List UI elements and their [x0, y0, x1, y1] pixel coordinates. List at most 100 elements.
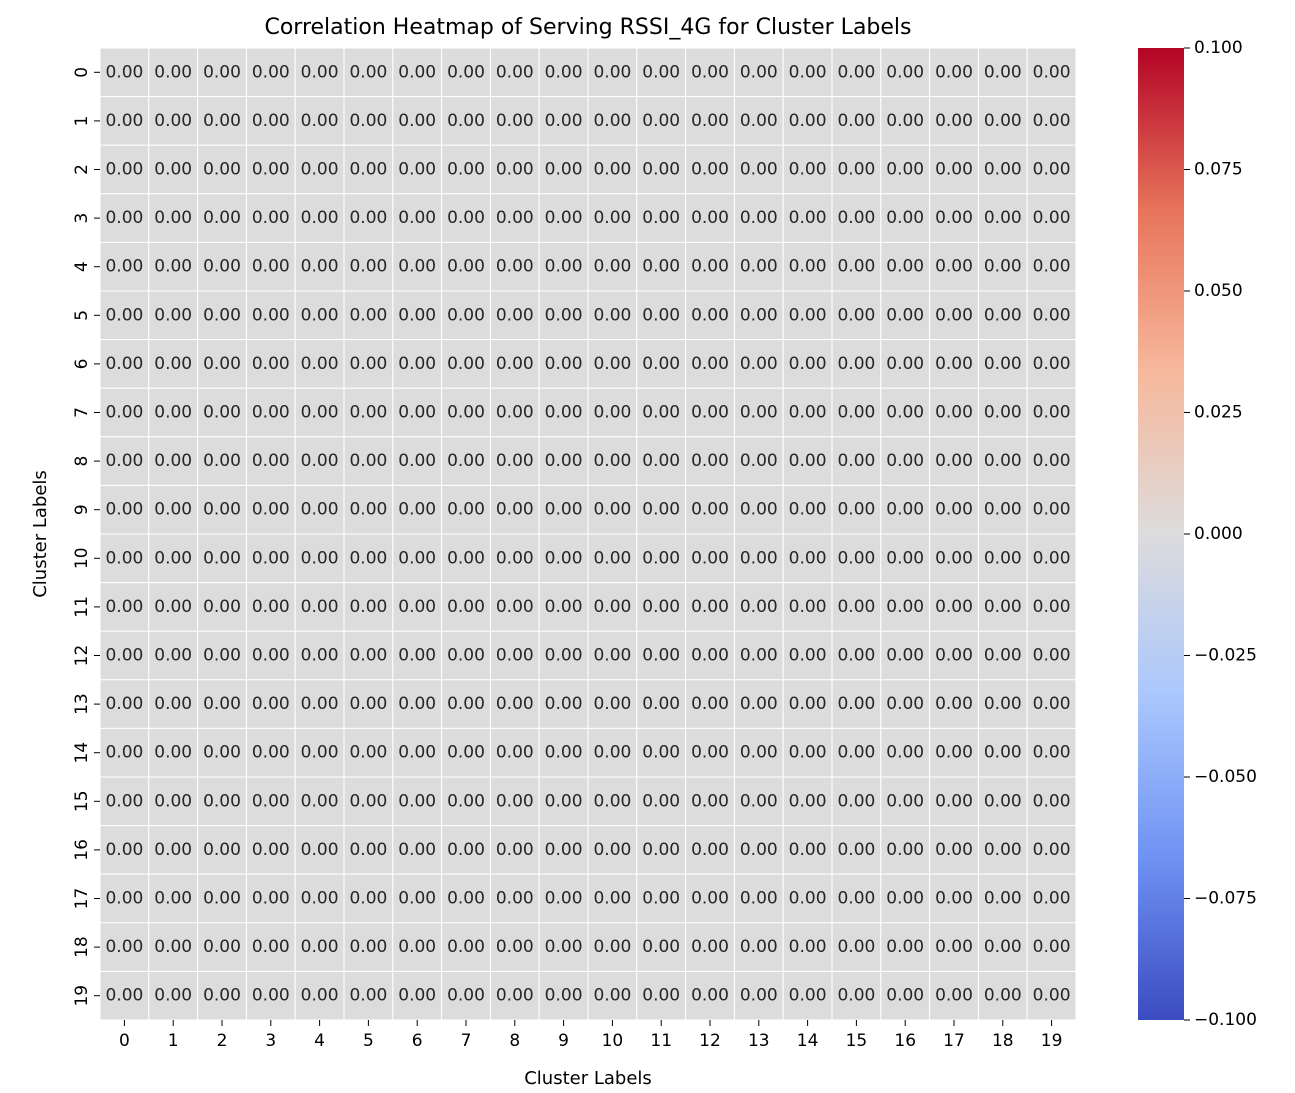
- heatmap-cell-17-13: [733, 873, 784, 924]
- cell-label-10-15: 0.00: [837, 548, 875, 568]
- cell-label-10-2: 0.00: [203, 548, 241, 568]
- cell-label-8-18: 0.00: [984, 451, 1022, 471]
- cell-label-12-0: 0.00: [105, 646, 143, 666]
- cell-label-13-0: 0.00: [105, 694, 143, 714]
- cell-label-6-13: 0.00: [740, 354, 778, 374]
- heatmap-cell-11-14: [782, 582, 833, 632]
- cell-label-0-6: 0.00: [398, 62, 436, 82]
- heatmap-cell-18-14: [782, 922, 833, 972]
- heatmap-cell-6-18: [977, 339, 1028, 389]
- cell-label-15-6: 0.00: [398, 791, 436, 811]
- cell-label-15-0: 0.00: [105, 791, 143, 811]
- colorbar: [1138, 48, 1184, 1020]
- heatmap-cell-19-13: [733, 970, 784, 1021]
- heatmap-cell-5-18: [977, 290, 1028, 341]
- cell-label-17-8: 0.00: [496, 889, 534, 909]
- heatmap-cell-9-13: [733, 484, 784, 535]
- cell-label-12-8: 0.00: [496, 646, 534, 666]
- heatmap-cell-16-5: [343, 825, 394, 875]
- cell-label-0-8: 0.00: [496, 62, 534, 82]
- cell-label-8-5: 0.00: [349, 451, 387, 471]
- colorbar-tick-label-8: −0.100: [1194, 1010, 1257, 1030]
- heatmap-cell-10-18: [977, 533, 1028, 584]
- heatmap-cell-4-7: [441, 241, 491, 292]
- cell-label-13-14: 0.00: [789, 694, 827, 714]
- cell-label-8-10: 0.00: [593, 451, 631, 471]
- heatmap-cell-19-11: [636, 970, 687, 1021]
- heatmap-cell-5-6: [392, 290, 443, 341]
- cell-label-4-6: 0.00: [398, 257, 436, 277]
- heatmap-cell-18-2: [197, 922, 247, 972]
- heatmap-cell-3-6: [392, 193, 443, 243]
- cell-label-7-14: 0.00: [789, 403, 827, 423]
- y-tick-label-7: 7: [72, 407, 92, 418]
- cell-label-11-10: 0.00: [593, 597, 631, 617]
- cell-label-9-3: 0.00: [252, 500, 290, 520]
- heatmap-cell-15-11: [636, 776, 687, 827]
- heatmap-cell-7-4: [294, 387, 345, 438]
- heatmap-cell-10-6: [392, 533, 443, 584]
- heatmap-cell-17-10: [587, 873, 638, 924]
- cell-label-1-14: 0.00: [789, 111, 827, 131]
- heatmap-cell-15-7: [441, 776, 491, 827]
- cell-label-8-2: 0.00: [203, 451, 241, 471]
- cell-label-14-2: 0.00: [203, 743, 241, 763]
- heatmap-cell-12-9: [538, 630, 589, 681]
- cell-label-11-4: 0.00: [301, 597, 339, 617]
- cell-label-1-10: 0.00: [593, 111, 631, 131]
- y-tick-label-6: 6: [72, 358, 92, 369]
- heatmap-cell-16-19: [1026, 825, 1077, 875]
- heatmap-cell-6-0: [99, 339, 150, 389]
- cell-label-9-1: 0.00: [154, 500, 192, 520]
- heatmap-cell-9-10: [587, 484, 638, 535]
- cell-label-19-1: 0.00: [154, 986, 192, 1006]
- cell-label-7-8: 0.00: [496, 403, 534, 423]
- cell-label-4-1: 0.00: [154, 257, 192, 277]
- colorbar-ticks: 0.100 0.075 0.050 0.025 0.000 −0.025 −0.050 −0.…: [1184, 38, 1257, 1030]
- cell-label-18-4: 0.00: [301, 937, 339, 957]
- cell-label-5-11: 0.00: [642, 305, 680, 325]
- heatmap-cell-10-1: [148, 533, 199, 584]
- cell-label-15-8: 0.00: [496, 791, 534, 811]
- heatmap-cell-6-8: [489, 339, 540, 389]
- cell-label-4-17: 0.00: [935, 257, 973, 277]
- cell-label-4-5: 0.00: [349, 257, 387, 277]
- cell-label-3-10: 0.00: [593, 208, 631, 228]
- cell-label-6-14: 0.00: [789, 354, 827, 374]
- cell-label-2-2: 0.00: [203, 160, 241, 180]
- cell-label-16-3: 0.00: [252, 840, 290, 860]
- cell-label-3-15: 0.00: [837, 208, 875, 228]
- heatmap-cell-5-2: [197, 290, 247, 341]
- cell-label-18-18: 0.00: [984, 937, 1022, 957]
- heatmap-cell-3-9: [538, 193, 589, 243]
- heatmap-cell-9-8: [489, 484, 540, 535]
- heatmap-cell-19-18: [977, 970, 1028, 1021]
- cell-label-17-14: 0.00: [789, 889, 827, 909]
- y-tick-label-0: 0: [72, 67, 92, 78]
- heatmap-cell-11-4: [294, 582, 345, 632]
- cell-label-17-6: 0.00: [398, 889, 436, 909]
- cell-label-19-7: 0.00: [447, 986, 485, 1006]
- cell-label-7-11: 0.00: [642, 403, 680, 423]
- heatmap-cell-6-14: [782, 339, 833, 389]
- cell-label-12-12: 0.00: [691, 646, 729, 666]
- cell-label-6-9: 0.00: [545, 354, 583, 374]
- heatmap-cell-12-8: [489, 630, 540, 681]
- cell-label-13-15: 0.00: [837, 694, 875, 714]
- heatmap-cell-13-3: [245, 679, 296, 729]
- y-tick-label-4: 4: [72, 261, 92, 272]
- cell-label-15-4: 0.00: [301, 791, 339, 811]
- cell-label-18-17: 0.00: [935, 937, 973, 957]
- heatmap-cell-11-15: [831, 582, 882, 632]
- cell-label-11-19: 0.00: [1033, 597, 1071, 617]
- cell-label-14-4: 0.00: [301, 743, 339, 763]
- cell-label-1-8: 0.00: [496, 111, 534, 131]
- heatmap-cell-4-6: [392, 241, 443, 292]
- heatmap-cell-0-13: [733, 47, 784, 98]
- cell-label-15-15: 0.00: [837, 791, 875, 811]
- cell-label-2-13: 0.00: [740, 160, 778, 180]
- heatmap-cell-2-8: [489, 144, 540, 195]
- heatmap-cell-5-17: [929, 290, 979, 341]
